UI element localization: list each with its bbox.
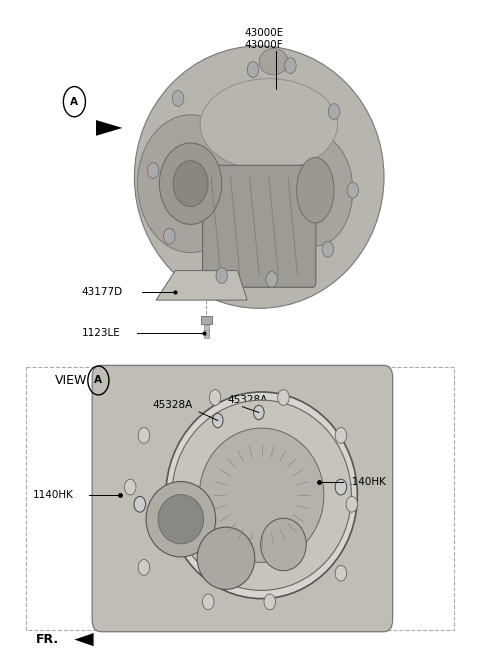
Ellipse shape: [297, 157, 334, 223]
Bar: [204, 324, 209, 338]
Circle shape: [213, 413, 223, 428]
Text: A: A: [71, 96, 78, 107]
FancyBboxPatch shape: [92, 365, 393, 632]
Circle shape: [335, 479, 347, 495]
Bar: [201, 316, 212, 324]
Circle shape: [328, 104, 340, 119]
Circle shape: [335, 565, 347, 581]
Ellipse shape: [159, 143, 222, 224]
Circle shape: [124, 479, 136, 495]
Text: 1140HK: 1140HK: [346, 477, 386, 487]
Ellipse shape: [197, 527, 255, 589]
Bar: [26, 367, 454, 630]
Ellipse shape: [200, 79, 337, 171]
Circle shape: [203, 594, 214, 610]
Circle shape: [264, 594, 276, 610]
Ellipse shape: [261, 518, 306, 571]
Text: FR.: FR.: [36, 633, 59, 646]
Ellipse shape: [146, 482, 216, 557]
Ellipse shape: [278, 134, 353, 246]
Ellipse shape: [259, 49, 288, 75]
Polygon shape: [74, 633, 94, 646]
Circle shape: [138, 560, 150, 575]
Circle shape: [277, 390, 289, 405]
Text: 43000E: 43000E: [244, 28, 284, 38]
Ellipse shape: [158, 495, 204, 544]
Circle shape: [164, 228, 175, 244]
Text: VIEW: VIEW: [55, 374, 87, 387]
Circle shape: [322, 241, 334, 257]
Circle shape: [346, 497, 358, 512]
Ellipse shape: [166, 392, 357, 599]
Circle shape: [335, 428, 347, 443]
Ellipse shape: [173, 161, 208, 207]
Circle shape: [347, 182, 359, 198]
Ellipse shape: [137, 115, 243, 253]
Circle shape: [209, 390, 221, 405]
Circle shape: [253, 405, 264, 420]
Ellipse shape: [199, 428, 324, 562]
Polygon shape: [156, 270, 247, 300]
Circle shape: [285, 58, 296, 73]
Circle shape: [247, 62, 259, 77]
Text: 43177D: 43177D: [82, 287, 123, 297]
FancyBboxPatch shape: [203, 165, 316, 287]
Text: 1140HK: 1140HK: [33, 490, 73, 501]
Ellipse shape: [134, 46, 384, 308]
Circle shape: [216, 268, 228, 283]
Ellipse shape: [172, 400, 351, 590]
Polygon shape: [96, 120, 122, 136]
Text: 45328A: 45328A: [153, 400, 193, 411]
Circle shape: [147, 163, 159, 178]
Text: 43000F: 43000F: [245, 39, 283, 50]
Text: 45328A: 45328A: [227, 395, 267, 405]
Circle shape: [172, 91, 184, 106]
Circle shape: [138, 428, 150, 443]
Text: A: A: [95, 375, 102, 386]
Circle shape: [266, 272, 277, 287]
Text: 1123LE: 1123LE: [82, 328, 120, 338]
Circle shape: [134, 497, 145, 512]
